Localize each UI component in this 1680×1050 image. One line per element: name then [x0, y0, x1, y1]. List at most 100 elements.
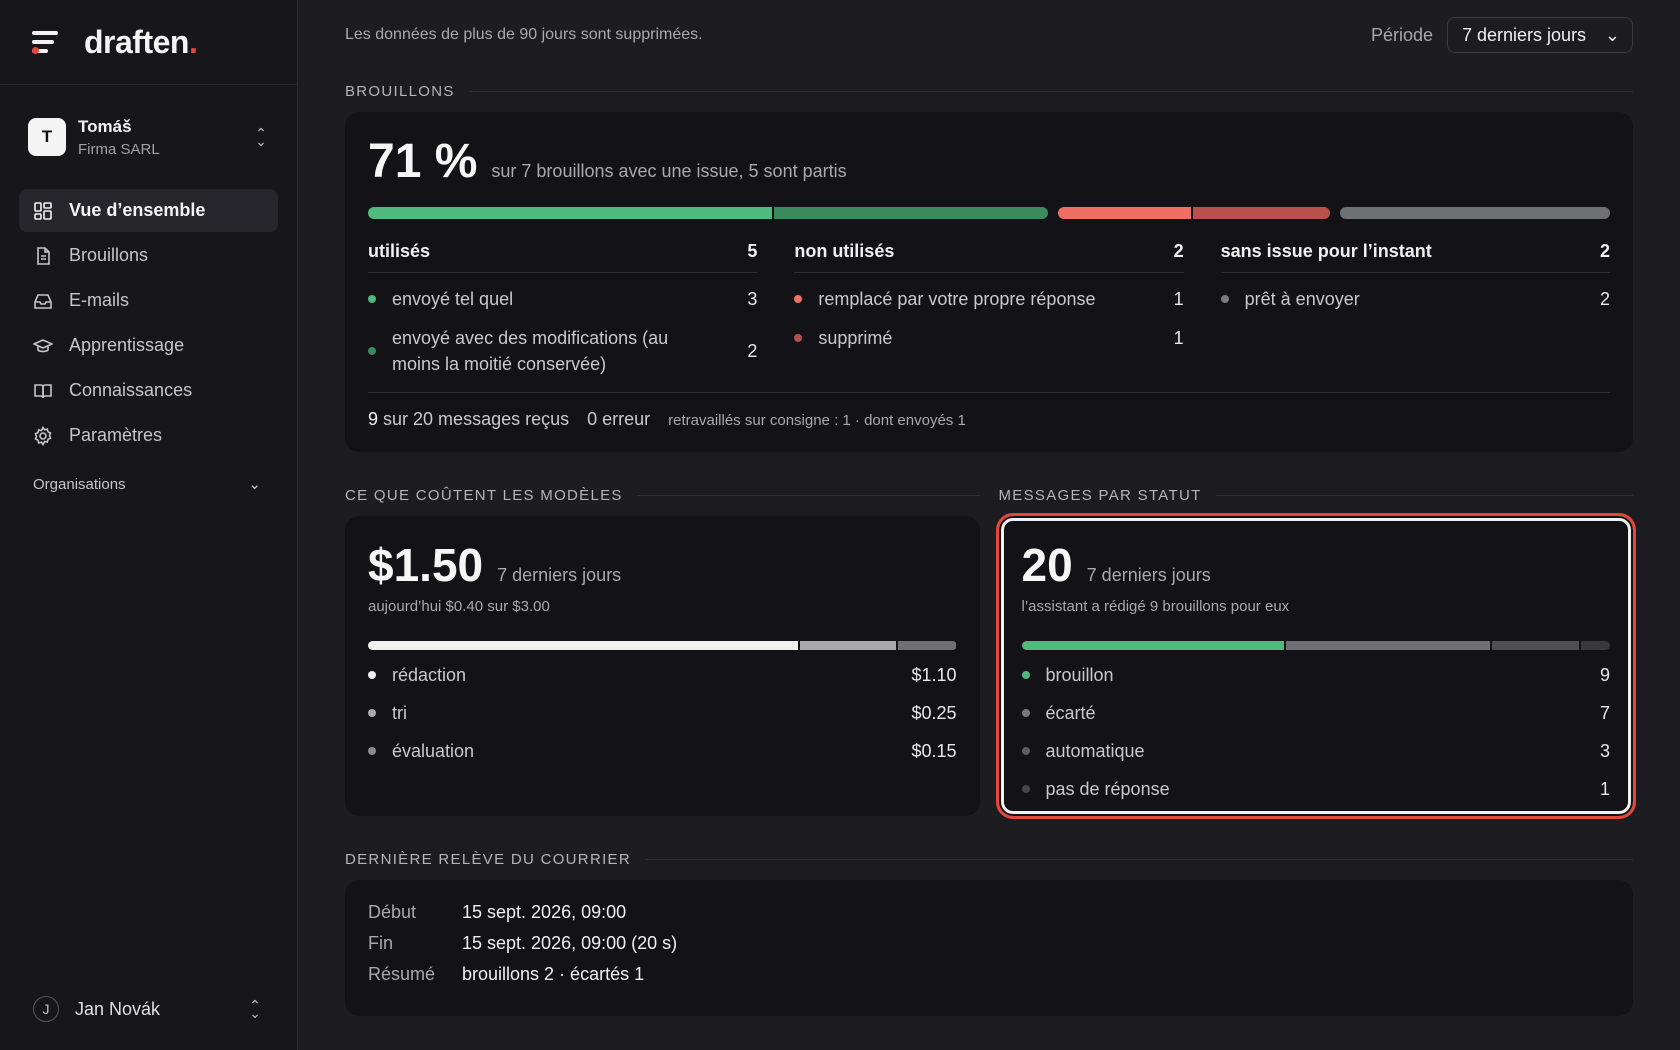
menu-icon[interactable] — [32, 31, 60, 54]
period-select[interactable]: 7 derniers jours ⌄ — [1447, 17, 1633, 53]
row-label: brouillon — [1045, 665, 1114, 685]
bar-segment — [1580, 641, 1610, 650]
column-unused: non utilisés 2 remplacé par votre propre … — [794, 241, 1184, 377]
sidebar: draften. T Tomáš Firma SARL ⌃ ⌄ Vue d’ens… — [0, 0, 298, 1050]
drafts-card: 71 % sur 7 brouillons avec une issue, 5 … — [345, 112, 1633, 452]
column-title: sans issue pour l’instant — [1220, 241, 1432, 261]
mail-row-summary: Résumé brouillons 2 · écartés 1 — [368, 964, 1610, 985]
dashboard-icon — [34, 201, 52, 220]
chevron-down-icon: ⌄ — [1604, 24, 1620, 45]
status-dot — [1021, 747, 1030, 755]
error-count: 0 erreur — [587, 409, 651, 429]
status-dot — [368, 709, 376, 717]
status-dot — [368, 747, 376, 755]
bar-segment — [1021, 641, 1287, 650]
drafts-percent: 71 % — [368, 135, 478, 188]
nav-item-label: Paramètres — [69, 425, 163, 445]
gear-icon — [34, 425, 52, 446]
list-item: tri $0.25 — [368, 700, 957, 726]
status-dot — [1021, 671, 1030, 679]
column-title: non utilisés — [794, 241, 895, 261]
retention-notice: Les données de plus de 90 jours sont sup… — [345, 26, 703, 43]
row-value: $0.25 — [911, 702, 957, 723]
row-label: automatique — [1045, 741, 1145, 761]
period-label: Période — [1370, 24, 1433, 45]
row-label: supprimé — [818, 328, 893, 348]
main-content: Les données de plus de 90 jours sont sup… — [345, 0, 1636, 1016]
status-dot — [1021, 785, 1030, 793]
column-total: 2 — [1599, 241, 1610, 261]
row-label: envoyé avec des modifications (au moins … — [392, 328, 669, 374]
drafts-footer: 9 sur 20 messages reçus 0 erreur retrava… — [368, 392, 1610, 430]
main-nav: Vue d’ensemble Brouillons E-mails Appren… — [0, 189, 297, 457]
chevron-up-down-icon: ⌃ ⌄ — [249, 997, 261, 1021]
drafts-bar-pending — [1340, 207, 1610, 219]
nav-item-emails[interactable]: E-mails — [19, 279, 278, 322]
row-value: 1 — [1173, 288, 1184, 309]
mail-key: Fin — [368, 933, 394, 953]
costs-bar — [368, 641, 957, 650]
status-list: brouillon 9 écarté 7 automatique 3 pas de r… — [1021, 662, 1610, 802]
organisations-toggle[interactable]: Organisations ⌄ — [0, 475, 297, 494]
row-label: envoyé tel quel — [392, 289, 514, 309]
status-dot — [794, 334, 803, 342]
row-value: 9 — [1599, 664, 1610, 685]
row-value: 3 — [1599, 740, 1610, 761]
row-label: pas de réponse — [1045, 779, 1170, 799]
user-menu[interactable]: J Jan Novák ⌃ ⌄ — [33, 996, 263, 1022]
row-value: 1 — [1599, 778, 1610, 799]
mail-value: 15 sept. 2026, 09:00 (20 s) — [462, 933, 678, 953]
column-total: 2 — [1173, 241, 1184, 261]
nav-item-label: Vue d’ensemble — [69, 200, 206, 220]
bar-segment-deleted — [1193, 207, 1330, 219]
row-label: remplacé par votre propre réponse — [818, 289, 1096, 309]
account-org: Firma SARL — [78, 140, 160, 158]
bar-segment — [1286, 641, 1493, 650]
section-title-mail: DERNIÈRE RELÈVE DU COURRIER — [345, 838, 1633, 880]
period-value: 7 derniers jours — [1462, 24, 1587, 45]
section-title-drafts: BROUILLONS — [345, 70, 1633, 112]
list-item: envoyé avec des modifications (au moins … — [368, 325, 757, 377]
received-label: sur 20 messages reçus — [383, 409, 570, 429]
status-dot — [794, 295, 803, 303]
nav-item-drafts[interactable]: Brouillons — [19, 234, 278, 277]
row-value: 2 — [747, 340, 758, 361]
row-label: prêt à envoyer — [1244, 289, 1360, 309]
bar-segment-ready — [1340, 207, 1610, 219]
received-count: 9 — [368, 409, 379, 429]
section-title-text: DERNIÈRE RELÈVE DU COURRIER — [345, 850, 631, 868]
costs-total: $1.50 — [368, 539, 484, 591]
column-title: utilisés — [368, 241, 431, 261]
status-card[interactable]: 20 7 derniers jours l’assistant a rédigé… — [995, 513, 1636, 819]
account-name: Tomáš — [78, 116, 132, 136]
mail-value: 15 sept. 2026, 09:00 — [462, 902, 627, 922]
costs-card: $1.50 7 derniers jours aujourd’hui $0.40… — [345, 516, 980, 816]
logo-row: draften. — [0, 0, 297, 85]
status-sub: l’assistant a rédigé 9 brouillons pour e… — [1021, 598, 1290, 615]
section-title-costs: CE QUE COÛTENT LES MODÈLES — [345, 474, 980, 516]
row-value: 7 — [1599, 702, 1610, 723]
row-value: 3 — [747, 288, 758, 309]
drafts-bar — [368, 207, 1610, 219]
bar-segment-replaced — [1058, 207, 1193, 219]
column-used: utilisés 5 envoyé tel quel 3 envoyé avec d… — [368, 241, 758, 377]
bar-segment — [368, 641, 800, 650]
list-item: écarté 7 — [1021, 700, 1610, 726]
mail-row-end: Fin 15 sept. 2026, 09:00 (20 s) — [368, 933, 1610, 954]
costs-today: aujourd’hui $0.40 sur $3.00 — [368, 598, 550, 615]
section-title-text: CE QUE COÛTENT LES MODÈLES — [345, 486, 623, 504]
mail-row-start: Début 15 sept. 2026, 09:00 — [368, 902, 1610, 923]
costs-list: rédaction $1.10 tri $0.25 évaluation $0.15 — [368, 662, 957, 764]
account-switcher[interactable]: T Tomáš Firma SARL ⌃ ⌄ — [0, 85, 297, 189]
nav-item-overview[interactable]: Vue d’ensemble — [19, 189, 278, 232]
status-total: 20 — [1021, 539, 1073, 591]
nav-item-learning[interactable]: Apprentissage — [19, 324, 278, 367]
row-value: $1.10 — [911, 664, 957, 685]
nav-item-knowledge[interactable]: Connaissances — [19, 369, 278, 412]
row-value: 2 — [1599, 288, 1610, 309]
nav-item-settings[interactable]: Paramètres — [19, 414, 278, 457]
drafts-summary: sur 7 brouillons avec une issue, 5 sont … — [491, 161, 847, 181]
mail-fetch-card: Début 15 sept. 2026, 09:00 Fin 15 sept. 20… — [345, 880, 1633, 1016]
drafts-columns: utilisés 5 envoyé tel quel 3 envoyé avec d… — [368, 241, 1610, 377]
bar-segment — [1492, 641, 1581, 650]
